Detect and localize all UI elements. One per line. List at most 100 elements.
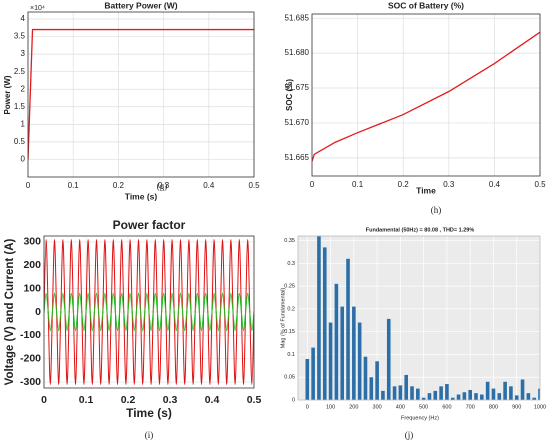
y-tick-label: 300 — [23, 236, 41, 248]
bar — [509, 386, 513, 400]
bar — [439, 386, 443, 400]
y-tick-label: 51.670 — [285, 118, 310, 127]
y-tick-label: 0 — [292, 397, 295, 403]
bar — [381, 390, 385, 400]
x-tick-label: 0.1 — [79, 394, 94, 406]
plot-area — [312, 14, 540, 176]
caption: (j) — [405, 430, 414, 440]
plot-data — [312, 31, 540, 162]
y-tick-label: 0.3 — [287, 261, 295, 267]
plot-border — [27, 11, 255, 178]
bar — [398, 385, 403, 400]
x-tick-label: 900 — [512, 404, 521, 410]
y-tick-label: 1 — [21, 119, 26, 128]
bar — [538, 388, 540, 400]
y-tick-label: 100 — [23, 282, 41, 294]
x-tick-label: 0 — [41, 394, 47, 406]
x-axis-label: Time (s) — [126, 406, 172, 420]
y-tick-label: 0.5 — [14, 137, 26, 146]
y-axis-label: SOC (%) — [285, 79, 294, 111]
bar — [346, 258, 350, 400]
bar — [427, 393, 432, 400]
y-axis-label: Power (W) — [3, 75, 12, 114]
plot-area — [28, 12, 254, 177]
y-multiplier: ×10⁴ — [30, 5, 45, 12]
y-tick-label: 0.1 — [287, 352, 295, 358]
bar — [532, 397, 536, 400]
bar — [357, 322, 362, 400]
bar — [404, 374, 409, 400]
x-tick-label: 0.2 — [121, 394, 136, 406]
y-tick-label: 0.2 — [287, 306, 295, 312]
bar — [456, 394, 461, 400]
y-tick-label: 3 — [21, 49, 26, 58]
x-tick-label: 0.5 — [247, 394, 262, 406]
bar — [416, 388, 420, 400]
x-tick-label: 400 — [396, 404, 405, 410]
y-tick-label: 200 — [23, 259, 41, 271]
x-tick-label: 0.2 — [398, 180, 410, 189]
y-tick-label: 0.05 — [284, 375, 295, 381]
bar — [363, 356, 368, 400]
x-tick-label: 0.1 — [352, 180, 364, 189]
x-tick-label: 200 — [349, 404, 358, 410]
bar — [305, 359, 310, 400]
bar — [311, 347, 315, 400]
x-tick-label: 0.3 — [158, 181, 170, 190]
chart-title: SOC of Battery (%) — [388, 0, 464, 10]
y-axis-label: Mag (% of Fundamental) — [280, 288, 286, 349]
bar — [485, 381, 490, 400]
x-tick-label: 0.4 — [205, 394, 220, 406]
bar — [526, 393, 531, 400]
bar — [352, 306, 356, 400]
bar — [421, 397, 426, 400]
bar — [375, 361, 379, 400]
x-tick-label: 0.5 — [248, 181, 260, 190]
x-axis-label: Time — [416, 185, 436, 195]
y-tick-label: 0 — [35, 306, 41, 318]
chart-title: Power factor — [113, 218, 186, 232]
bar — [514, 395, 519, 400]
bar — [334, 283, 339, 400]
caption: (i) — [145, 430, 154, 440]
y-axis-label: Voltage (V) and Current (A) — [4, 238, 16, 385]
x-tick-label: 600 — [442, 404, 451, 410]
x-tick-label: 0.4 — [203, 181, 215, 190]
plot-data — [44, 239, 254, 385]
caption: (h) — [431, 205, 442, 215]
x-tick-label: 700 — [466, 404, 475, 410]
bar — [462, 392, 467, 400]
y-tick-label: 51.685 — [285, 13, 310, 22]
x-tick-label: 500 — [419, 404, 428, 410]
y-tick-label: 0.25 — [284, 284, 295, 290]
bar — [503, 381, 507, 400]
x-tick-label: 100 — [326, 404, 335, 410]
x-tick-label: 0 — [26, 181, 31, 190]
data-line — [312, 31, 540, 162]
y-tick-label: 0.15 — [284, 329, 295, 335]
bar — [322, 247, 327, 400]
x-tick-label: 0.1 — [68, 181, 80, 190]
bar — [474, 393, 478, 400]
bar — [445, 384, 449, 400]
data-line — [44, 292, 254, 332]
caption: (g) — [157, 181, 168, 191]
x-axis-label: Frequency (Hz) — [401, 415, 439, 421]
data-line — [28, 28, 254, 160]
plot-data — [28, 28, 254, 160]
x-tick-label: 0.4 — [489, 180, 501, 189]
bar — [317, 236, 321, 400]
bar — [369, 377, 374, 400]
x-tick-label: 300 — [373, 404, 382, 410]
x-tick-label: 1000 — [534, 404, 546, 410]
x-tick-label: 0 — [310, 180, 315, 189]
bar — [497, 393, 502, 400]
plot-data — [305, 236, 540, 400]
y-tick-label: -300 — [20, 376, 41, 388]
y-tick-label: -200 — [20, 353, 41, 365]
x-tick-label: 0.3 — [163, 394, 178, 406]
bar — [328, 322, 333, 400]
x-tick-label: 0.3 — [443, 180, 455, 189]
plot-border — [297, 235, 541, 401]
